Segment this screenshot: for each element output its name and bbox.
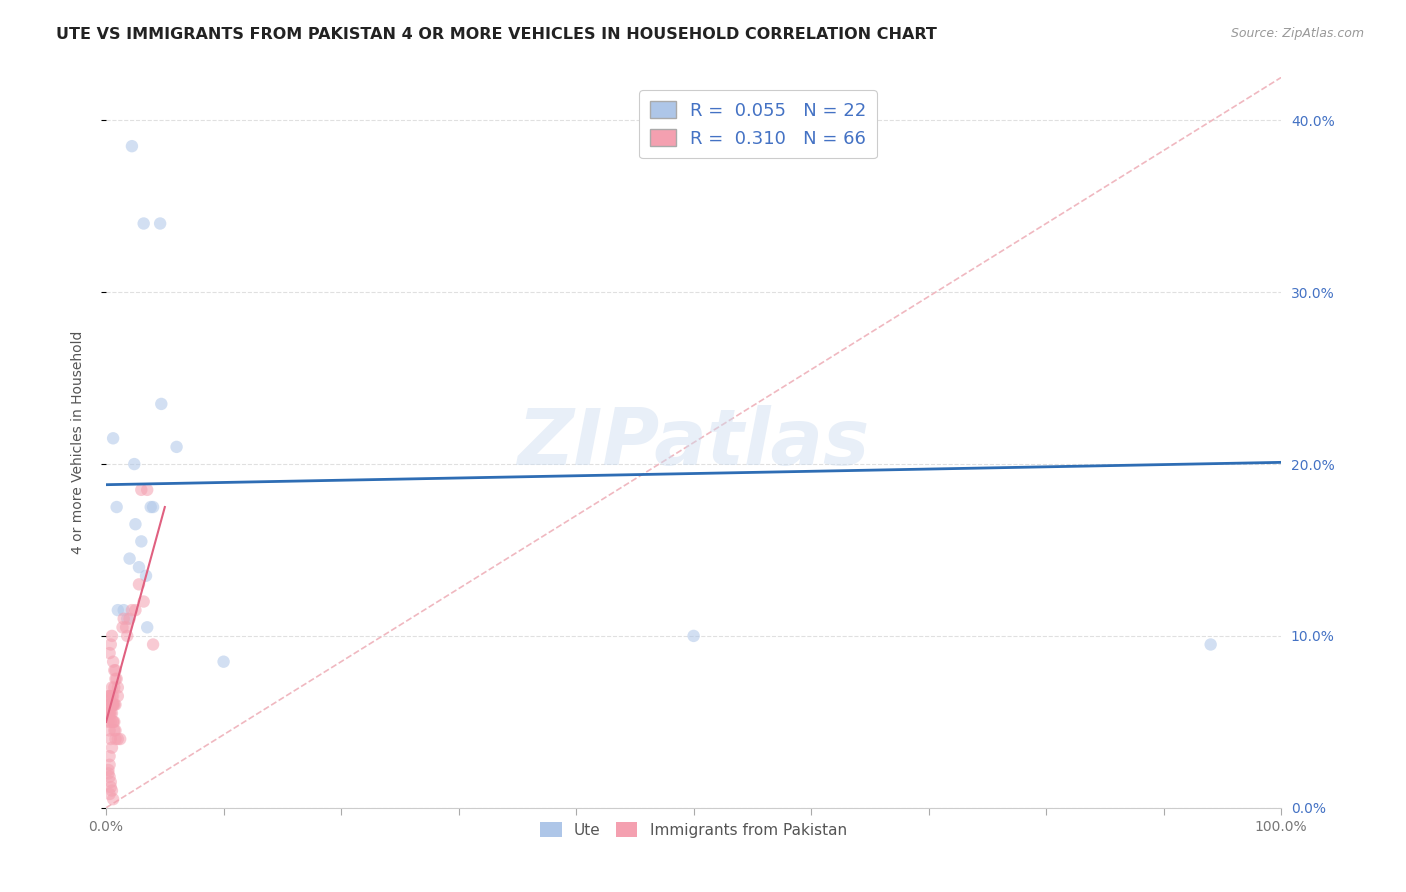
Point [101,698,124,712]
Point [98,749,121,764]
Point [100,638,122,652]
Point [115,629,138,643]
Point [142,500,165,514]
Point [135,568,157,582]
Point [98,706,121,721]
Point [97,706,120,721]
Text: UTE VS IMMIGRANTS FROM PAKISTAN 4 OR MORE VEHICLES IN HOUSEHOLD CORRELATION CHAR: UTE VS IMMIGRANTS FROM PAKISTAN 4 OR MOR… [56,27,938,42]
Point [104,698,127,712]
Point [212,655,235,669]
Point [98,706,121,721]
Point [97,689,120,703]
Point [100,714,122,729]
Point [97,714,120,729]
Point [121,603,143,617]
Point [101,689,124,703]
Point [101,698,124,712]
Point [100,698,122,712]
Point [136,483,159,497]
Point [98,787,121,801]
Point [103,681,125,695]
Point [124,517,146,532]
Text: Source: ZipAtlas.com: Source: ZipAtlas.com [1230,27,1364,40]
Point [142,638,165,652]
Point [101,689,124,703]
Point [101,714,124,729]
Point [98,757,121,772]
Point [98,698,121,712]
Point [107,731,129,746]
Point [101,698,124,712]
Point [103,698,125,712]
Point [111,620,134,634]
Point [98,646,121,660]
Point [107,681,129,695]
Point [103,714,125,729]
Point [115,620,138,634]
Point [97,763,120,777]
Y-axis label: 4 or more Vehicles in Household: 4 or more Vehicles in Household [72,331,86,554]
Point [98,689,121,703]
Point [101,783,124,797]
Point [105,672,128,686]
Legend: Ute, Immigrants from Pakistan: Ute, Immigrants from Pakistan [534,816,853,844]
Point [104,663,127,677]
Point [124,457,146,471]
Point [108,731,131,746]
Point [682,629,704,643]
Point [132,594,155,608]
Point [96,706,118,721]
Point [100,698,122,712]
Point [98,723,121,738]
Point [150,397,173,411]
Point [101,740,124,755]
Point [100,780,122,794]
Point [101,655,124,669]
Point [101,706,124,721]
Point [139,500,162,514]
Point [104,731,127,746]
Point [103,663,125,677]
Point [101,792,124,806]
Point [128,577,150,591]
Point [149,217,172,231]
Point [166,440,188,454]
Point [98,689,121,703]
Point [107,689,129,703]
Point [131,483,153,497]
Point [115,612,138,626]
Point [121,139,143,153]
Point [104,723,127,738]
Point [100,775,122,789]
Point [104,672,127,686]
Point [97,766,120,780]
Point [136,620,159,634]
Point [112,603,135,617]
Point [98,770,121,784]
Point [112,612,135,626]
Text: ZIPatlas: ZIPatlas [517,405,870,481]
Point [128,560,150,574]
Point [132,217,155,231]
Point [101,431,124,445]
Point [118,551,141,566]
Point [118,612,141,626]
Point [101,681,124,695]
Point [1199,638,1222,652]
Point [103,723,125,738]
Point [124,603,146,617]
Point [107,603,129,617]
Point [105,500,128,514]
Point [131,534,153,549]
Point [101,629,124,643]
Point [100,731,122,746]
Point [100,706,122,721]
Point [101,714,124,729]
